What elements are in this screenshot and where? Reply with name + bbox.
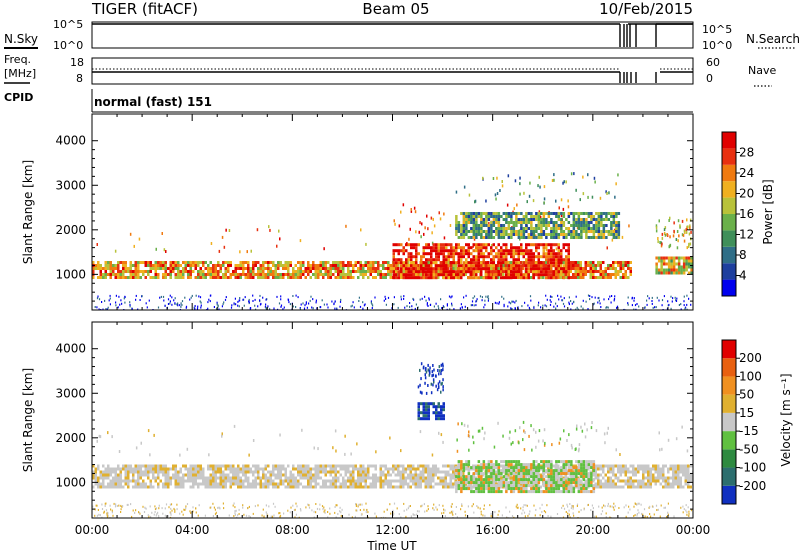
xtick-label: 04:00 — [175, 523, 210, 537]
freq-trace — [92, 68, 693, 83]
colorbar-segment — [722, 181, 736, 198]
nave-tick-top: 60 — [706, 56, 720, 69]
xtick-label: 08:00 — [275, 523, 310, 537]
velocity-ytick-label: 3000 — [55, 386, 86, 400]
xtick-label: 16:00 — [475, 523, 510, 537]
power-ytick-label: 3000 — [55, 178, 86, 192]
velocity-colorbar-tick: 50 — [739, 388, 754, 402]
xtick-label: 12:00 — [375, 523, 410, 537]
colorbar-segment — [722, 449, 736, 468]
xtick-label: 00:00 — [676, 523, 711, 537]
colorbar-segment — [722, 340, 736, 359]
velocity-colorbar-tick: -200 — [739, 479, 766, 493]
nsearch-label: N.Search — [746, 32, 800, 46]
nave-tick-bottom: 0 — [706, 72, 713, 85]
colorbar-segment — [722, 431, 736, 450]
power-colorbar-tick: 16 — [739, 207, 754, 221]
colorbar-segment — [722, 246, 736, 264]
power-ytick-label: 4000 — [55, 134, 86, 148]
freq-unit-label: [MHz] — [4, 67, 36, 80]
freq-label: Freq. — [4, 53, 31, 66]
colorbar-segment — [722, 394, 736, 413]
power-colorbar-label: Power [dB] — [761, 179, 775, 244]
velocity-ylabel: Slant Range [km] — [21, 368, 35, 472]
colorbar-segment — [722, 412, 736, 432]
velocity-colorbar-tick: 15 — [739, 406, 754, 420]
velocity-data — [92, 362, 693, 518]
power-colorbar-tick: 8 — [739, 248, 747, 262]
colorbar-segment — [722, 132, 736, 149]
nsky-trace — [92, 23, 693, 47]
power-ylabel: Slant Range [km] — [21, 160, 35, 264]
velocity-colorbar-tick: -50 — [739, 442, 759, 456]
nsearch-tick-bottom: 10^0 — [702, 39, 732, 52]
nsky-label: N.Sky — [4, 32, 38, 46]
date-title: 10/Feb/2015 — [599, 0, 693, 18]
xtick-label: 20:00 — [576, 523, 611, 537]
power-panel: 4000 3000 2000 1000 Slant Range [km] — [21, 113, 694, 311]
power-colorbar: 28 24 20 16 12 8 4 Power [dB] — [721, 131, 775, 297]
power-axes: 4000 3000 2000 1000 — [55, 114, 694, 310]
nsky-tick-top: 10^5 — [53, 18, 83, 31]
freq-tick-top: 18 — [70, 56, 84, 69]
colorbar-segment — [722, 358, 736, 377]
cpid-label: CPID — [4, 91, 33, 104]
velocity-ytick-label: 1000 — [55, 475, 86, 489]
colorbar-segment — [722, 230, 736, 247]
power-colorbar-tick: 24 — [739, 166, 754, 180]
power-ytick-label: 2000 — [55, 223, 86, 237]
power-colorbar-tick: 28 — [739, 146, 754, 160]
velocity-colorbar-tick: -15 — [739, 424, 759, 438]
colorbar-segment — [722, 376, 736, 395]
velocity-panel: 4000 3000 2000 1000 00:00 04:00 08:00 12:00 16:0… — [21, 321, 710, 553]
beam-title: Beam 05 — [362, 0, 429, 18]
freq-tick-bottom: 8 — [76, 72, 83, 85]
colorbar-segment — [722, 197, 736, 214]
colorbar-segment — [722, 485, 736, 504]
cpid-value: normal (fast) 151 — [94, 95, 212, 109]
power-colorbar-tick: 20 — [739, 187, 754, 201]
colorbar-segment — [722, 214, 736, 231]
power-data — [92, 172, 693, 310]
velocity-ytick-label: 2000 — [55, 431, 86, 445]
xtick-label: 00:00 — [75, 523, 110, 537]
velocity-colorbar: 200 100 50 15 -15 -50 -100 -200 Velocity [m s⁻¹… — [721, 339, 793, 505]
nave-label: Nave — [748, 64, 776, 77]
velocity-colorbar-tick: 100 — [739, 369, 762, 383]
nsky-tick-bottom: 10^0 — [53, 39, 83, 52]
nsearch-tick-top: 10^5 — [702, 23, 732, 36]
colorbar-segment — [722, 164, 736, 182]
time-axis-label: Time UT — [366, 539, 417, 553]
colorbar-segment — [722, 467, 736, 486]
colorbar-segment — [722, 279, 736, 296]
nsky-panel: N.Sky 10^5 10^0 10^5 10^0 N.Search — [4, 18, 800, 52]
velocity-colorbar-tick: 200 — [739, 351, 762, 365]
velocity-colorbar-tick: -100 — [739, 461, 766, 475]
station-title: TIGER (fitACF) — [91, 0, 198, 18]
power-colorbar-tick: 12 — [739, 228, 754, 242]
power-colorbar-tick: 4 — [739, 269, 747, 283]
freq-panel: Freq. [MHz] 18 8 60 0 Nave CPID — [4, 53, 776, 104]
velocity-colorbar-label: Velocity [m s⁻¹] — [779, 373, 793, 466]
velocity-axes: 4000 3000 2000 1000 00:00 04:00 08:00 12:00 16:0… — [55, 322, 710, 537]
colorbar-segment — [722, 148, 736, 165]
colorbar-segment — [722, 263, 736, 280]
power-ytick-label: 1000 — [55, 267, 86, 281]
velocity-ytick-label: 4000 — [55, 342, 86, 356]
